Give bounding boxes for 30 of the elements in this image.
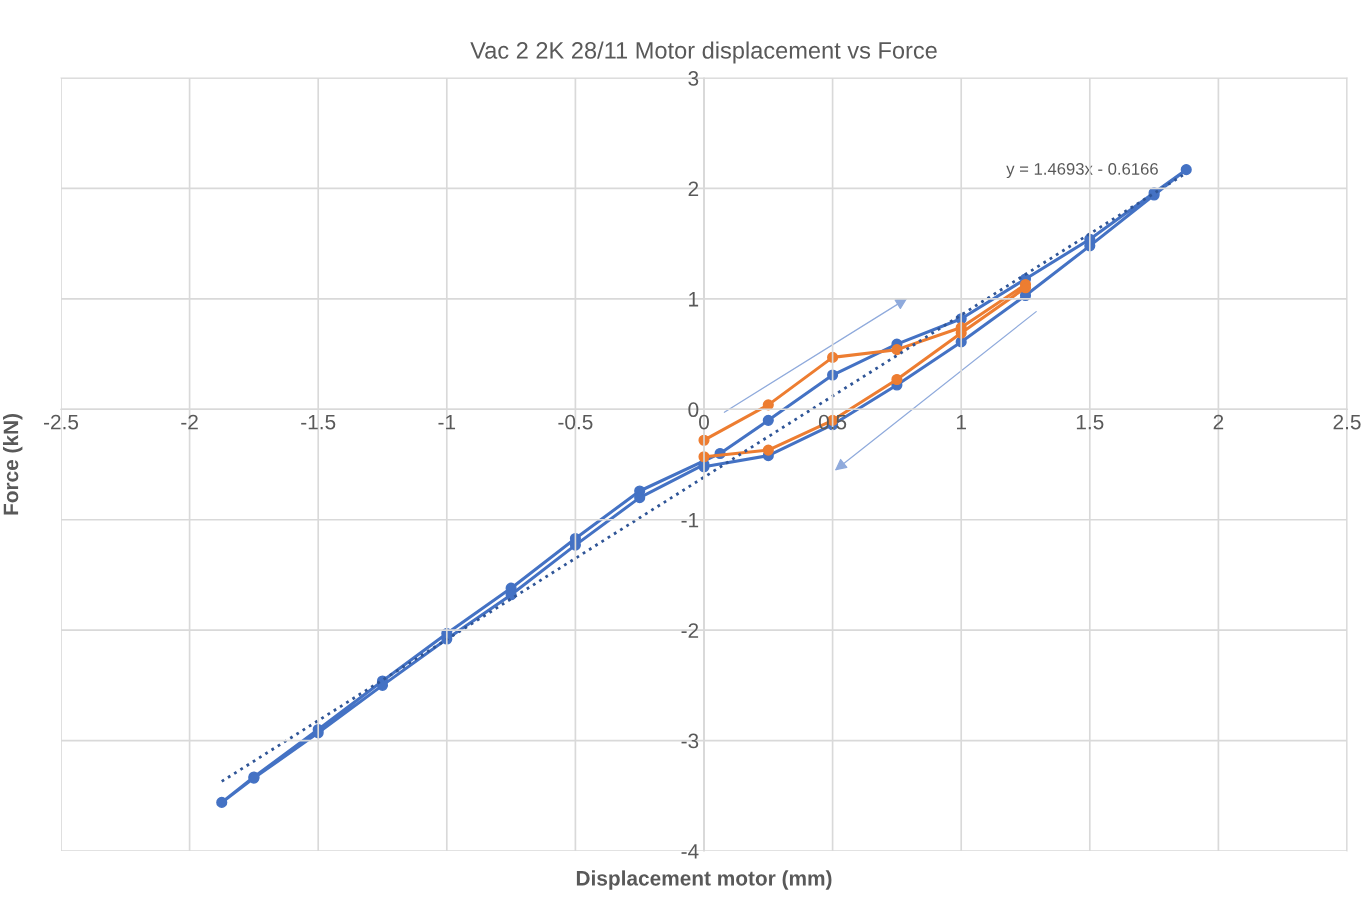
y-tick-label: 1 (689, 292, 699, 307)
chart-title: Vac 2 2K 28/11 Motor displacement vs Force (470, 41, 937, 64)
point (827, 351, 839, 363)
y-tick-label: 0 (688, 402, 699, 418)
x-tick-label: -0.5 (558, 414, 593, 430)
x-tick-label: -1.5 (301, 414, 336, 430)
point (762, 444, 774, 456)
x-axis-title: Displacement motor (mm) (576, 870, 832, 890)
x-tick-label: -2 (181, 414, 198, 430)
y-tick-label: -2 (681, 623, 699, 638)
x-tick-label: 1.5 (1076, 414, 1104, 430)
point (891, 373, 903, 386)
y-tick-label: -1 (681, 512, 699, 528)
annotation: y = 1.4693x - 0.6166 (1006, 162, 1158, 179)
y-axis-title: Force (kN) (3, 414, 23, 515)
y-tick-label: -4 (681, 844, 699, 859)
point (216, 796, 228, 808)
x-tick-label: 0.5 (818, 414, 847, 430)
point (891, 344, 903, 356)
point (1180, 164, 1192, 176)
y-tick-label: 2 (688, 181, 699, 196)
y-tick-label: -3 (681, 733, 699, 749)
x-tick-label: 2.5 (1333, 414, 1361, 430)
x-tick-label: 2 (1213, 414, 1224, 430)
x-tick-label: -1 (438, 414, 456, 430)
x-tick-label: 1 (957, 414, 966, 430)
x-tick-label: -2.5 (43, 414, 79, 430)
x-tick-label: 0 (699, 414, 709, 430)
y-tick-label: 3 (688, 71, 699, 86)
point (762, 414, 774, 426)
